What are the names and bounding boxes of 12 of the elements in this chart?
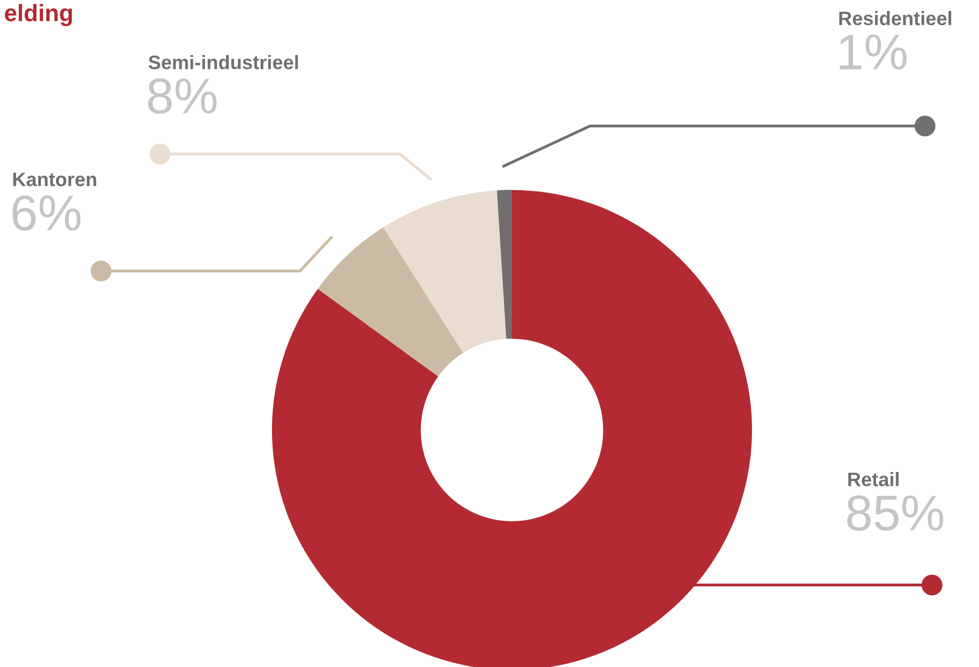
slice-label: Retail (848, 472, 899, 486)
donut-slice (496, 190, 512, 339)
slice-label: Residentieel (839, 11, 952, 26)
data-label: 6% (12, 195, 80, 231)
donut-slice (383, 190, 506, 353)
data-label: 1% (840, 34, 906, 70)
data-label: 8% (148, 78, 216, 114)
chart-title: elding (4, 4, 72, 26)
data-label: 85% (847, 495, 944, 531)
slice-label: Kantoren (13, 172, 96, 186)
slice-label: Semi-industrieel (148, 55, 298, 70)
donut-slice (318, 227, 464, 376)
